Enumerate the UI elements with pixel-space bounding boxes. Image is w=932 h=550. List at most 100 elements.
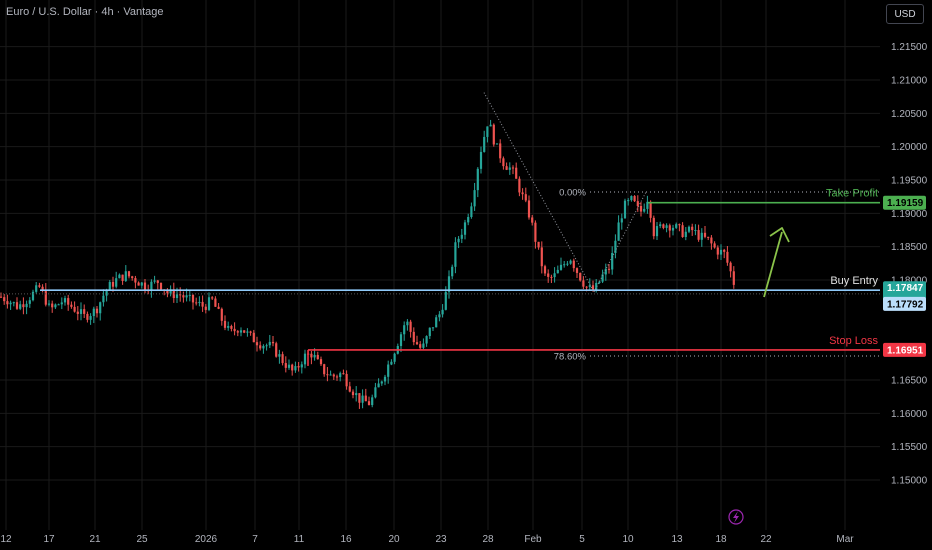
candle-body — [28, 300, 31, 304]
candle-body — [380, 381, 383, 384]
y-tick-label: 1.16500 — [891, 376, 928, 387]
candle-body — [220, 308, 223, 321]
candle-body — [473, 190, 476, 207]
candle-body — [633, 196, 636, 202]
candle-body — [275, 343, 278, 357]
candle-body — [83, 309, 86, 314]
candle-body — [438, 314, 441, 318]
x-tick-label: 20 — [388, 534, 400, 545]
candle-body — [534, 222, 537, 242]
candle-body — [655, 226, 659, 237]
candle-body — [636, 201, 639, 206]
candle-body — [463, 222, 467, 235]
stop-loss-tag: 1.16951 — [887, 345, 924, 356]
fib-786-label: 78.60% — [554, 352, 587, 363]
candle-body — [412, 331, 415, 343]
buy-entry-tag: 1.17847 — [887, 283, 924, 294]
x-tick-label: 17 — [43, 534, 55, 545]
candle-body — [51, 303, 54, 308]
candle-body — [409, 321, 412, 332]
candle-body — [441, 309, 444, 315]
candle-body — [310, 353, 313, 358]
candle-body — [137, 282, 140, 286]
candle-body — [3, 297, 6, 302]
candle-body — [0, 296, 3, 298]
candle-body — [278, 354, 281, 357]
candle-body — [476, 168, 479, 191]
candle-body — [207, 297, 211, 310]
candle-body — [710, 237, 713, 244]
candle-body — [236, 331, 239, 333]
x-tick-label: 11 — [294, 534, 305, 545]
candle-body — [527, 200, 531, 218]
candle-body — [326, 374, 329, 376]
candle-body — [425, 336, 428, 344]
secondary-price-tag: 1.17792 — [887, 299, 924, 310]
candle-body — [460, 234, 463, 239]
fib-trend-line — [483, 92, 595, 293]
lightning-icon[interactable] — [728, 509, 744, 525]
candle-body — [687, 226, 691, 232]
candle-body — [195, 302, 198, 304]
candle-body — [723, 249, 726, 252]
candle-body — [719, 249, 723, 255]
candle-body — [575, 268, 579, 273]
candle-body — [57, 304, 60, 306]
candle-body — [595, 282, 598, 291]
candle-body — [22, 304, 25, 308]
candle-body — [732, 271, 735, 285]
take-profit-tag-bg — [883, 195, 926, 210]
candle-body — [511, 167, 515, 169]
candle-body — [694, 230, 697, 232]
candle-body — [566, 263, 569, 265]
x-tick-label: 21 — [89, 534, 101, 545]
take-profit-tag: 1.19159 — [887, 198, 924, 209]
candle-body — [457, 238, 460, 243]
candle-body — [54, 304, 57, 308]
candle-body — [521, 192, 524, 195]
candle-body — [60, 302, 63, 305]
x-tick-label: 23 — [435, 534, 447, 545]
currency-button[interactable]: USD — [886, 4, 924, 24]
candle-body — [86, 313, 89, 320]
candle-body — [585, 286, 588, 288]
candle-body — [25, 303, 28, 308]
candle-body — [6, 301, 9, 305]
candle-body — [515, 167, 518, 179]
x-tick-label: Mar — [836, 534, 854, 545]
candle-body — [111, 281, 115, 287]
x-tick-label: 13 — [671, 534, 683, 545]
candle-body — [579, 272, 582, 281]
candle-body — [108, 281, 111, 290]
candle-body — [588, 285, 591, 287]
candle-body — [351, 391, 355, 396]
candle-body — [383, 376, 387, 382]
candle-body — [243, 330, 246, 333]
candle-body — [540, 247, 543, 267]
candle-body — [153, 280, 156, 282]
candle-body — [291, 364, 294, 371]
candle-body — [505, 166, 508, 170]
x-tick-label: 16 — [340, 534, 352, 545]
candle-body — [175, 294, 179, 299]
candle-body — [182, 295, 185, 298]
candle-body — [681, 225, 684, 238]
time-axis[interactable]: 12 17 21 25 2026 7 11 16 20 23 28 Feb 5 10 13 18 22 Mar — [0, 534, 854, 545]
candle-body — [691, 226, 694, 231]
candle-body — [451, 266, 454, 277]
candle-body — [233, 328, 236, 332]
candle-body — [671, 227, 675, 231]
candle-body — [662, 224, 665, 228]
candle-body — [35, 285, 38, 292]
stop-loss-label: Stop Loss — [829, 335, 878, 347]
price-axis[interactable]: 1.21500 1.21000 1.20500 1.20000 1.19500 1.190… — [891, 42, 928, 486]
candle-body — [156, 280, 159, 283]
candle-body — [79, 309, 83, 314]
y-tick-label: 1.19500 — [891, 176, 928, 187]
candle-body — [118, 274, 121, 279]
candle-body — [444, 291, 447, 310]
candle-body — [38, 285, 41, 287]
